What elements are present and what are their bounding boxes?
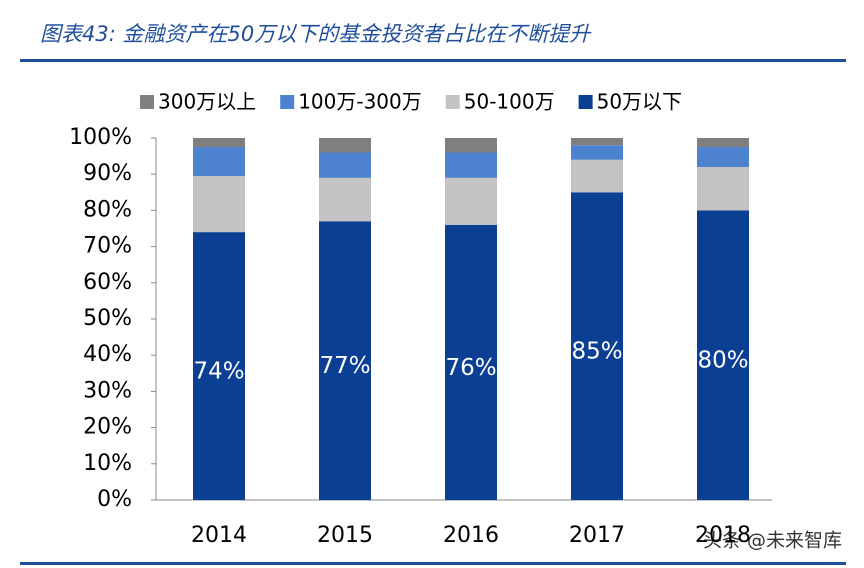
bar-segment [193,176,245,233]
bar-segment [445,138,497,153]
bar-segment [697,138,749,148]
chart-title: 图表43: 金融资产在50万以下的基金投资者占比在不断提升 [40,22,592,46]
bar-segment [571,159,623,193]
legend-swatch [445,95,460,109]
bar-segment [193,232,245,500]
legend-label: 50-100万 [464,90,555,114]
y-tick-label: 50% [83,306,132,331]
bar-segment [319,138,371,153]
y-tick-label: 40% [83,342,132,367]
x-tick-label: 2017 [569,523,625,548]
title-rule [20,59,846,62]
bar-segment [697,210,749,500]
footer-rule [20,562,846,565]
bar-segment [445,177,497,225]
y-tick-label: 80% [83,197,132,222]
bar-segment [445,224,497,500]
legend-label: 100万-300万 [298,90,422,114]
y-tick-label: 0% [97,487,132,512]
data-label: 85% [571,339,622,365]
bar-segment [445,152,497,178]
bar-segment [571,145,623,160]
y-tick-label: 60% [83,270,132,295]
bar-segment [697,147,749,167]
legend-label: 50万以下 [597,90,682,114]
y-tick-label: 100% [69,125,132,150]
x-tick-label: 2015 [317,523,373,548]
y-tick-label: 90% [83,161,132,186]
y-tick-label: 20% [83,415,132,440]
watermark: 头条 @未来智库 [703,530,842,552]
y-tick-label: 30% [83,378,132,403]
bar-segment [571,192,623,501]
data-label: 76% [445,355,496,381]
y-tick-label: 10% [83,451,132,476]
x-tick-label: 2016 [443,523,499,548]
legend-label: 300万以上 [158,90,256,114]
y-tick-label: 70% [83,234,132,259]
x-tick-label: 2014 [191,523,247,548]
bar-segment [319,177,371,222]
legend-swatch [280,95,295,109]
bar-segment [193,138,245,148]
data-label: 77% [319,353,370,379]
bar-segment [697,166,749,211]
legend-swatch [578,95,593,109]
data-label: 80% [697,348,748,374]
bar-segment [319,152,371,178]
data-label: 74% [193,359,244,385]
bar-segment [571,138,623,146]
bar-segment [319,221,371,500]
legend-swatch [140,95,154,109]
x-tick-label: 2018 [695,523,751,548]
bar-segment [193,147,245,177]
